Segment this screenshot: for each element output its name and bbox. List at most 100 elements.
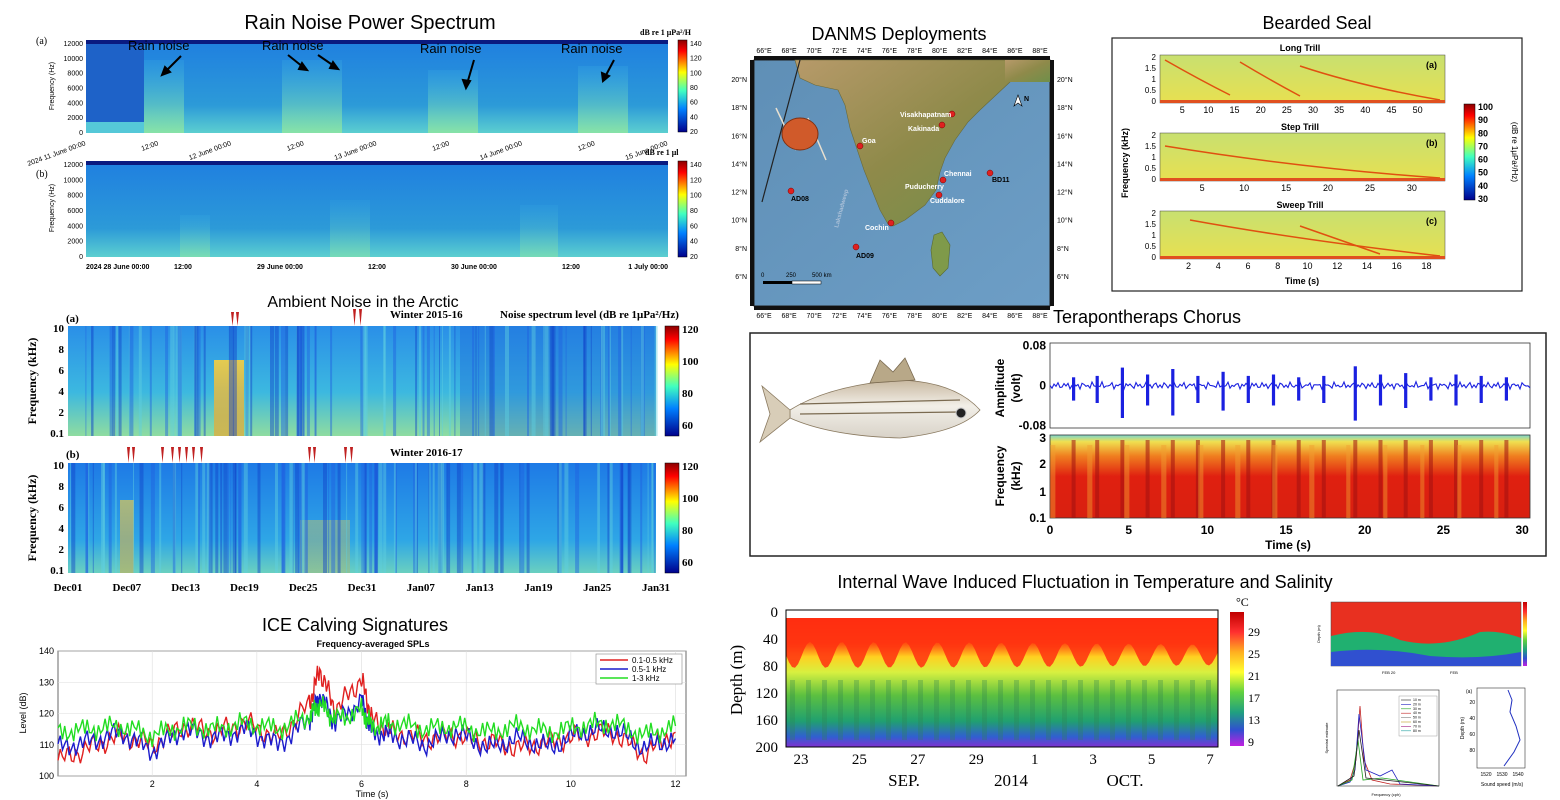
seal-cbar-tick: 40	[1478, 181, 1488, 191]
arctic-stripe	[250, 326, 253, 436]
arctic-cbar-label: Noise spectrum level (dB re 1μPa²/Hz)	[500, 309, 679, 321]
seal-xtick: 18	[1421, 261, 1431, 271]
fish-spec-streak	[1349, 445, 1351, 518]
arctic-stripe	[640, 326, 644, 436]
fish-xtick: 5	[1125, 523, 1132, 537]
map-lat-tick-right: 18°N	[1057, 104, 1073, 112]
arctic-stripe	[383, 326, 386, 436]
station-visakhapatnam	[948, 110, 956, 118]
arctic-stripe	[337, 463, 341, 573]
rain-top-band-b	[86, 161, 668, 165]
arctic-stripe	[315, 326, 317, 436]
wave-warm-layer	[786, 618, 1218, 668]
seal-xtick: 12	[1332, 261, 1342, 271]
label-kakinada: Kakinada	[908, 126, 939, 133]
seal-xtick: 30	[1308, 105, 1318, 115]
arctic-arrows-b	[127, 447, 353, 463]
mini-legend-entry: 70 m	[1413, 724, 1421, 728]
rain-annot-4: Rain noise	[561, 41, 622, 56]
arctic-stripe	[232, 463, 237, 573]
arctic-yticks-b: 10 8 6 4 2 0.1	[50, 460, 64, 577]
rain-a-label: (a)	[36, 36, 47, 47]
arctic-stripe	[323, 463, 327, 573]
mini-panels: Depth (m) FEB 20 FEB 10 m20 m30 m40 m50 …	[1316, 601, 1527, 797]
fish-spec-streak	[1202, 445, 1204, 518]
arctic-stripe	[590, 326, 592, 436]
wave-ylabel: Depth (m)	[727, 645, 746, 715]
fish-eye	[955, 407, 967, 419]
arctic-yticks-a: 10 8 6 4 2 0.1	[50, 323, 64, 440]
fish-spec-streak	[1051, 445, 1053, 518]
map-lon-tick-bottom: 84°E	[982, 312, 998, 320]
arctic-stripe	[71, 463, 76, 573]
arctic-stripe	[101, 463, 105, 573]
arctic-stripe	[439, 326, 440, 436]
map-lat-tick-left: 14°N	[731, 160, 747, 168]
arctic-stripe	[292, 463, 294, 573]
wave-cbar-tick: 13	[1248, 713, 1260, 727]
fish-spec-burst	[1353, 440, 1358, 518]
seal-floor-c	[1160, 256, 1445, 259]
ice-ytick: 120	[39, 709, 54, 719]
arctic-stripe	[165, 326, 169, 436]
fish-spec-burst	[1504, 440, 1509, 518]
arctic-stripe	[378, 463, 383, 573]
fish-freq-label-2: (kHz)	[1009, 461, 1023, 490]
arctic-stripe	[301, 463, 305, 573]
map-lon-tick-top: 66°E	[756, 47, 772, 55]
seal-xtick: 8	[1275, 261, 1280, 271]
map-lat-tick-left: 10°N	[731, 217, 747, 225]
arctic-arrows-a	[231, 309, 362, 326]
arctic-cbar-tick-a: 100	[682, 356, 699, 368]
arctic-xtick: Dec19	[230, 582, 259, 594]
arctic-stripe	[493, 326, 495, 436]
arctic-winter-b: Winter 2016-17	[390, 447, 463, 459]
rain-ytick-a: 12000	[64, 41, 84, 48]
rain-cbar-tick-a: 140	[690, 41, 702, 48]
seal-xtick: 10	[1239, 183, 1249, 193]
fish-spec-streak	[1458, 445, 1460, 518]
arctic-stripe	[654, 463, 656, 573]
seal-colorbar	[1463, 103, 1476, 201]
fish-spec-streak	[1201, 445, 1203, 518]
arctic-stripe	[232, 326, 237, 436]
map-lat-tick-left: 20°N	[731, 76, 747, 84]
station-goa	[856, 142, 864, 150]
rain-xtick-b: 2024 28 June 00:00	[86, 264, 150, 271]
wave-oscillations	[786, 618, 1218, 740]
rain-cbar-tick-a: 100	[690, 70, 702, 77]
arctic-stripe	[414, 463, 417, 573]
fish-spec-burst	[1479, 440, 1484, 518]
arctic-stripe	[484, 326, 486, 436]
wave-xtick: 27	[910, 752, 926, 768]
seal-cbar-ticks: 100 90 80 70 60 50 40 30	[1478, 102, 1493, 204]
fish-spec-streak	[1311, 445, 1313, 518]
mini-depth-tick: 60	[1469, 732, 1475, 738]
map-lon-tick-top: 88°E	[1032, 47, 1048, 55]
wave-ytick: 120	[756, 686, 779, 702]
wave-xtick: 3	[1089, 752, 1097, 768]
arctic-stripe	[654, 326, 658, 436]
wave-ytick: 40	[763, 632, 778, 648]
fish-spec-streak	[1199, 445, 1201, 518]
arctic-stripe	[651, 463, 654, 573]
arctic-stripe	[194, 326, 197, 436]
fish-illustration	[759, 357, 981, 444]
ice-ytick: 140	[39, 646, 54, 656]
arctic-cbar-tick-a: 60	[682, 420, 694, 432]
arctic-stripe	[85, 326, 87, 436]
wave-colorbar	[1230, 612, 1244, 746]
arctic-stripe	[473, 463, 478, 573]
mini-feb-1: FEB 20	[1382, 670, 1396, 675]
danms-panel: DANMS Deployments 66°E 66°E 68°E 68°E 70°E 70…	[731, 24, 1072, 320]
fish-freq-tick: 1	[1039, 485, 1046, 499]
arctic-stripe	[472, 326, 475, 436]
seal-sub-c: Sweep Trill	[1276, 200, 1323, 210]
wave-xtick: 29	[969, 752, 984, 768]
seal-ytick: 0	[1152, 97, 1157, 106]
arctic-stripe	[361, 463, 363, 573]
map-buoy-cable	[761, 59, 801, 203]
seal-xtick: 15	[1281, 183, 1291, 193]
map-lat-tick-right: 8°N	[1057, 245, 1069, 253]
fish-spec-stripes	[1050, 440, 1509, 518]
